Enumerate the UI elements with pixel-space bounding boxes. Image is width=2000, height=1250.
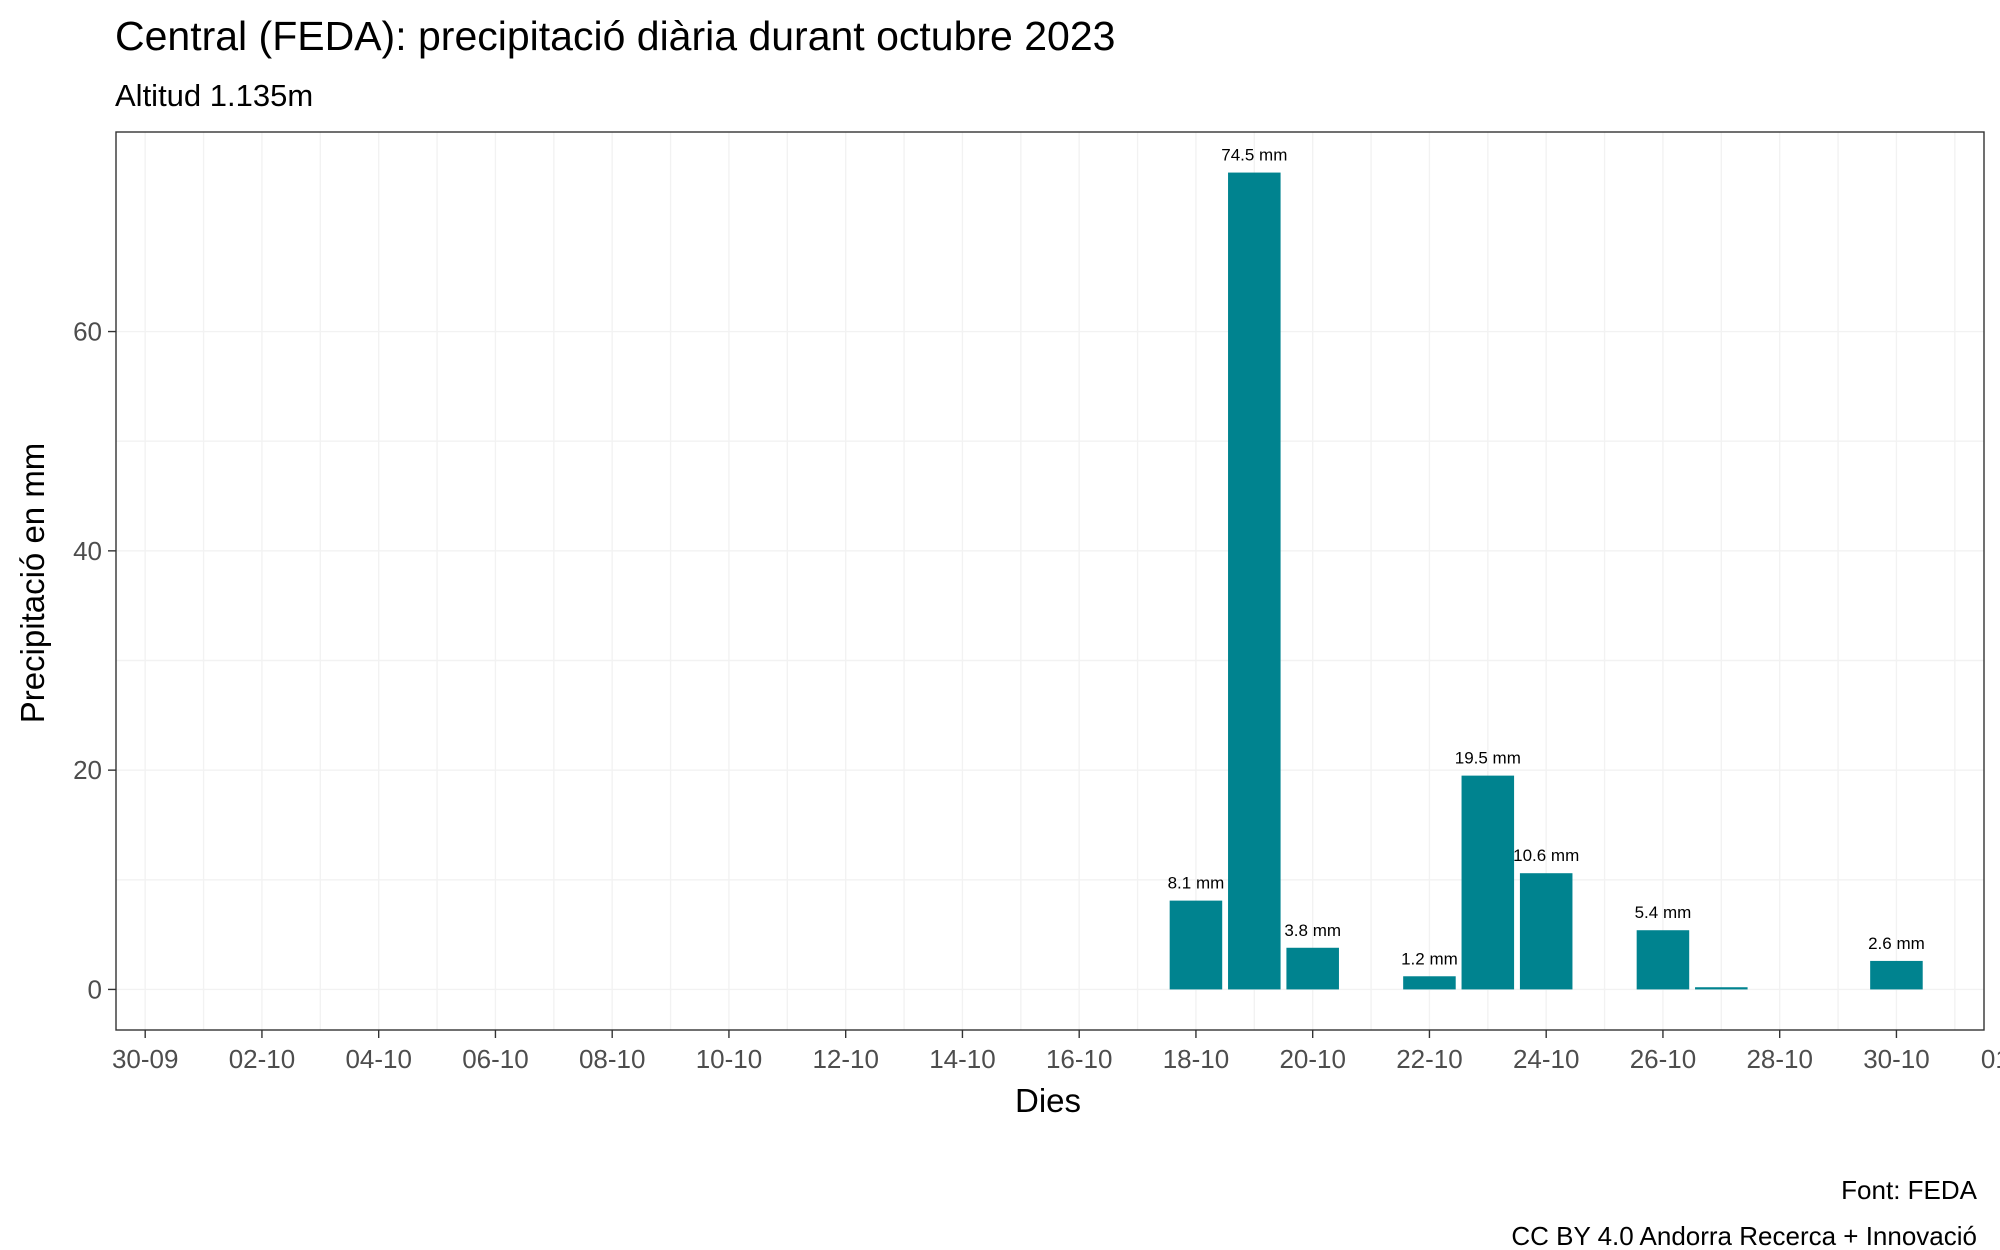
- bars: [1169, 172, 1923, 990]
- bar-value-label: 74.5 mm: [1221, 146, 1287, 165]
- bar-value-label: 2.6 mm: [1868, 934, 1925, 953]
- x-axis-title: Dies: [1015, 1082, 1081, 1119]
- caption-source: Font: FEDA: [1841, 1175, 1977, 1205]
- y-tick-label: 60: [73, 317, 102, 347]
- x-tick-label: 30-10: [1863, 1044, 1930, 1074]
- x-tick-label: 20-10: [1279, 1044, 1346, 1074]
- bar-value-label: 3.8 mm: [1284, 921, 1341, 940]
- y-tick-label: 20: [73, 755, 102, 785]
- bar-27-10: [1695, 987, 1748, 990]
- x-tick-label: 16-10: [1046, 1044, 1113, 1074]
- bar-22-10: [1403, 976, 1456, 990]
- panel-border: [115, 131, 1985, 1031]
- y-axis-title: Precipitació en mm: [14, 443, 51, 724]
- y-axis: 0 20 40 60: [73, 317, 116, 1004]
- x-tick-label: 24-10: [1513, 1044, 1580, 1074]
- x-tick-label: 28-10: [1746, 1044, 1813, 1074]
- bar-24-10: [1519, 873, 1573, 990]
- chart-subtitle: Altitud 1.135m: [115, 78, 313, 113]
- bar-26-10: [1636, 930, 1690, 990]
- chart-title: Central (FEDA): precipitació diària dura…: [115, 13, 1115, 59]
- y-tick-label: 40: [73, 536, 102, 566]
- x-tick-label: 12-10: [812, 1044, 879, 1074]
- bar-20-10: [1286, 947, 1339, 990]
- bar-labels: 8.1 mm 74.5 mm 3.8 mm 1.2 mm 19.5 mm 10.6 mm 5…: [1168, 146, 1925, 969]
- x-tick-label: 30-09: [112, 1044, 179, 1074]
- bar-value-label: 5.4 mm: [1635, 903, 1692, 922]
- y-tick-label: 0: [88, 974, 102, 1004]
- x-tick-label: 18-10: [1163, 1044, 1230, 1074]
- bar-19-10: [1228, 172, 1281, 990]
- x-tick-label: 26-10: [1630, 1044, 1697, 1074]
- bar-23-10: [1461, 775, 1515, 990]
- x-tick-label: 06-10: [462, 1044, 529, 1074]
- bar-value-label: 10.6 mm: [1513, 846, 1579, 865]
- x-tick-label: 22-10: [1396, 1044, 1463, 1074]
- panel-background: [116, 132, 1984, 1030]
- bar-18-10: [1169, 900, 1223, 990]
- caption-license: CC BY 4.0 Andorra Recerca + Innovació: [1511, 1221, 1977, 1250]
- bar-value-label: 1.2 mm: [1401, 949, 1458, 968]
- bar-value-label: 19.5 mm: [1455, 749, 1521, 768]
- x-tick-label: 01-11: [1981, 1044, 2000, 1074]
- x-tick-label: 08-10: [579, 1044, 646, 1074]
- bar-value-label: 8.1 mm: [1168, 874, 1225, 893]
- x-tick-label: 10-10: [696, 1044, 763, 1074]
- x-tick-label: 14-10: [929, 1044, 996, 1074]
- x-axis: 30-09 02-10 04-10 06-10 08-10 10-10 12-10 14-10…: [112, 1030, 2000, 1074]
- x-tick-label: 02-10: [229, 1044, 296, 1074]
- x-tick-label: 04-10: [345, 1044, 412, 1074]
- bar-30-10: [1870, 960, 1923, 990]
- grid-lines: [116, 132, 1984, 1030]
